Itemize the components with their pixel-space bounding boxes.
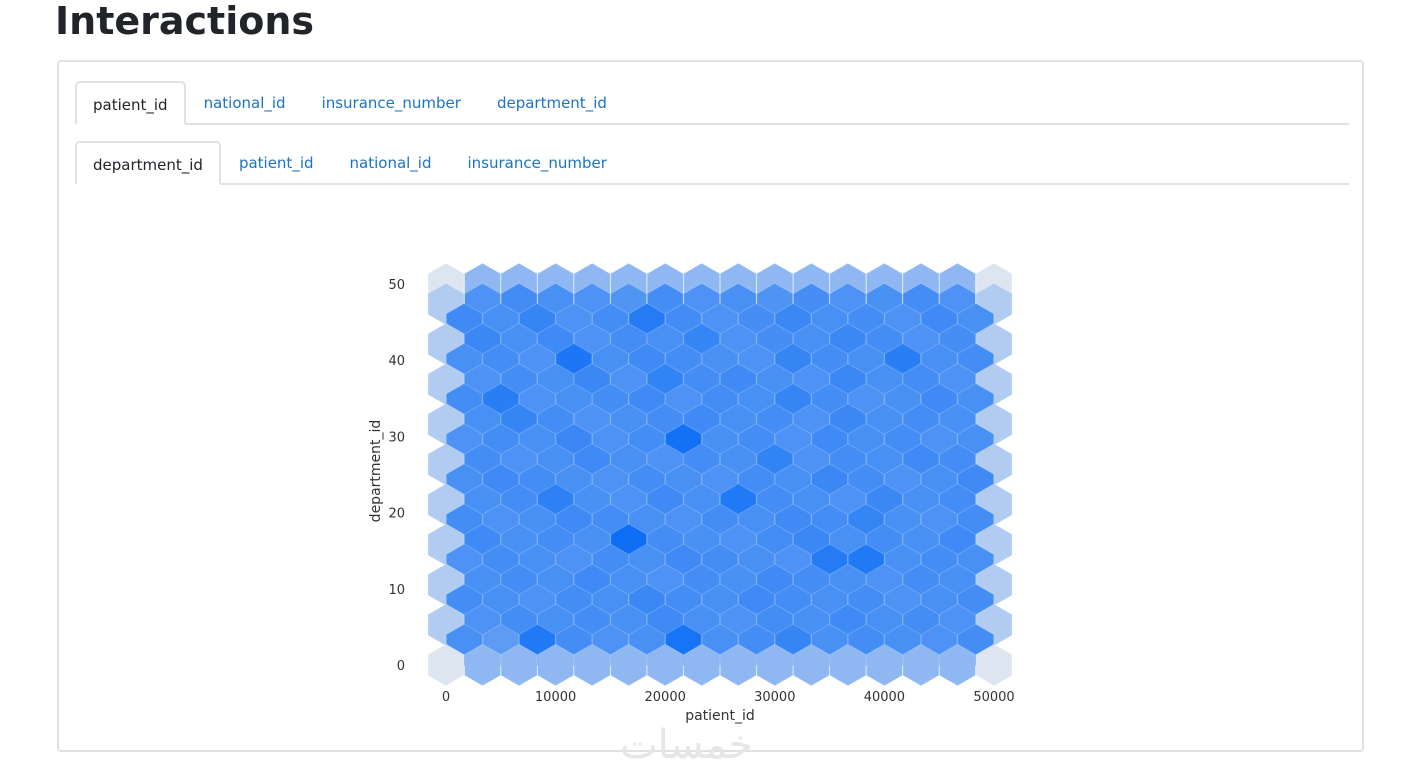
y-axis-label: department_id: [368, 420, 384, 523]
hex-cell-r19-c6: [646, 643, 684, 687]
hex-layer: [427, 262, 1013, 687]
tab-primary-national-id[interactable]: national_id: [203, 94, 286, 112]
y-tick-label: 10: [388, 583, 405, 598]
primary-tab-bar: patient_id national_id insurance_number …: [75, 77, 1349, 125]
hex-cell-r19-c0: [427, 643, 465, 687]
tab-secondary-insurance-number[interactable]: insurance_number: [467, 154, 607, 172]
hex-cell-r19-c2: [500, 643, 538, 687]
hex-cell-r19-c7: [683, 643, 721, 687]
x-tick-label: 30000: [754, 690, 795, 705]
hex-cell-r19-c1: [464, 643, 501, 687]
hex-cell-r19-c11: [829, 643, 867, 687]
hex-cell-r19-c3: [537, 643, 574, 687]
tick-layer: 0 10000 20000 30000 40000 50000 0 10 20 30 40 50: [388, 278, 1014, 705]
x-tick-label: 40000: [864, 690, 905, 705]
x-tick-label: 50000: [973, 690, 1014, 705]
hex-cell-r19-c5: [610, 643, 648, 687]
page-title: Interactions: [55, 0, 315, 43]
x-tick-label: 20000: [645, 690, 686, 705]
hex-cell-r19-c10: [792, 643, 830, 687]
hex-cell-r19-c8: [719, 643, 757, 687]
tab-secondary-national-id[interactable]: national_id: [349, 154, 432, 172]
y-tick-label: 40: [388, 354, 405, 369]
y-tick-label: 50: [388, 278, 405, 293]
y-tick-label: 0: [397, 659, 405, 674]
y-tick-label: 30: [388, 430, 405, 445]
tab-secondary-department-id[interactable]: department_id: [75, 141, 221, 185]
hex-cell-r19-c13: [902, 643, 940, 687]
x-tick-label: 0: [442, 690, 450, 705]
tab-primary-insurance-number[interactable]: insurance_number: [321, 94, 461, 112]
hex-cell-r19-c9: [756, 643, 794, 687]
hex-cell-r19-c12: [866, 643, 903, 687]
hex-cell-r19-c14: [939, 643, 976, 687]
hex-cell-r19-c4: [573, 643, 611, 687]
hex-cell-r19-c15: [975, 643, 1013, 687]
x-tick-label: 10000: [535, 690, 576, 705]
tab-primary-department-id[interactable]: department_id: [496, 94, 607, 112]
y-tick-label: 20: [388, 507, 405, 522]
secondary-tab-bar: department_id patient_id national_id ins…: [75, 139, 1349, 185]
tab-primary-patient-id[interactable]: patient_id: [75, 81, 186, 125]
watermark: خمسات: [620, 722, 754, 768]
x-axis-label: patient_id: [685, 708, 755, 724]
tab-secondary-patient-id[interactable]: patient_id: [238, 154, 314, 172]
